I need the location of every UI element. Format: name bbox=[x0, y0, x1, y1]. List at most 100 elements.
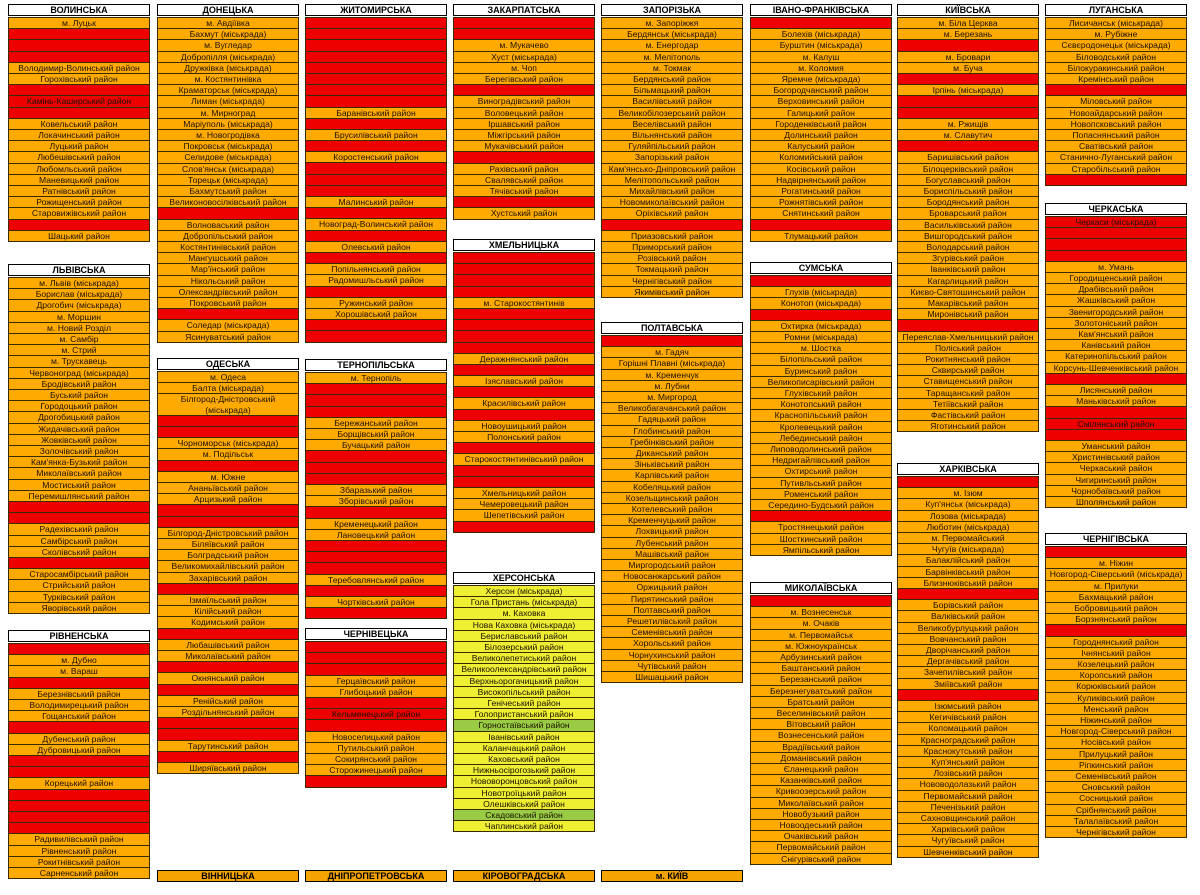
district-row: Мукачівський район bbox=[453, 141, 595, 153]
region-title: ЛУГАНСЬКА bbox=[1045, 4, 1187, 16]
district-row: Чернігівський район bbox=[1045, 827, 1187, 839]
district-row: Путивльський район bbox=[750, 477, 892, 489]
district-row: Харківський район bbox=[897, 824, 1039, 836]
district-row: Білопільський район bbox=[750, 354, 892, 366]
district-row bbox=[453, 308, 595, 321]
district-row: Радомишльський район bbox=[305, 275, 447, 287]
district-row: Біловодський район bbox=[1045, 51, 1187, 63]
district-row: Верхньорогачицький район bbox=[453, 675, 595, 687]
region-panel: ХМЕЛЬНИЦЬКА м. Старокостянтинів Деражнянсь… bbox=[453, 239, 595, 533]
district-row bbox=[453, 152, 595, 164]
district-row: Макарівський район bbox=[897, 298, 1039, 310]
district-row: Міжгірський район bbox=[453, 129, 595, 142]
district-row bbox=[750, 219, 892, 231]
district-row: Первомайський район bbox=[750, 842, 892, 854]
district-row: Казанківський район bbox=[750, 775, 892, 787]
district-row: Новоайдарський район bbox=[1045, 107, 1187, 119]
district-row: Ромни (міськрада) bbox=[750, 331, 892, 344]
district-row: Великобурлуцький район bbox=[897, 622, 1039, 634]
district-row: Запорізький район bbox=[601, 152, 743, 164]
district-row: Рахівський район bbox=[453, 163, 595, 175]
district-row bbox=[305, 462, 447, 474]
district-row: м. Южне bbox=[157, 471, 299, 483]
district-row: Згурівський район bbox=[897, 253, 1039, 265]
district-row: Дубенський район bbox=[8, 733, 150, 745]
district-row: Приморський район bbox=[601, 242, 743, 254]
region-title: ХАРКІВСЬКА bbox=[897, 463, 1039, 475]
district-row: Високопільський район bbox=[453, 686, 595, 699]
district-row: Таращанський район bbox=[897, 387, 1039, 399]
district-row: Брусилівський район bbox=[305, 129, 447, 142]
district-row: Чутівський район bbox=[601, 660, 743, 673]
district-row: Красилівський район bbox=[453, 398, 595, 410]
district-row: Тячівський район bbox=[453, 185, 595, 198]
district-row: Білозерський район bbox=[453, 642, 595, 654]
district-row: Олевський район bbox=[305, 241, 447, 254]
district-row bbox=[157, 460, 299, 472]
district-row: Ріпкинський район bbox=[1045, 759, 1187, 772]
district-row bbox=[305, 73, 447, 86]
district-row: Білокуракинський район bbox=[1045, 62, 1187, 75]
district-row: Глухів (міськрада) bbox=[750, 287, 892, 299]
district-row bbox=[305, 40, 447, 52]
district-row: м. Лубни bbox=[601, 380, 743, 392]
district-row: Кремінський район bbox=[1045, 74, 1187, 86]
district-row bbox=[305, 563, 447, 575]
district-row bbox=[750, 309, 892, 321]
district-row: Путильський район bbox=[305, 742, 447, 754]
district-row: Гощанський район bbox=[8, 711, 150, 723]
district-row bbox=[453, 387, 595, 399]
district-row: Снятинський район bbox=[750, 208, 892, 220]
district-row: Бериславський район bbox=[453, 630, 595, 643]
district-row: Радехівський район bbox=[8, 524, 150, 536]
district-row: Тлумацький район bbox=[750, 230, 892, 243]
district-row: Баштанський район bbox=[750, 663, 892, 675]
district-row: Козелецький район bbox=[1045, 659, 1187, 671]
district-row: Роздільнянський район bbox=[157, 706, 299, 719]
district-row bbox=[897, 476, 1039, 489]
district-row: м. Умань bbox=[1045, 261, 1187, 273]
district-row: Семенівський район bbox=[1045, 771, 1187, 783]
district-row: Рожнятівський район bbox=[750, 197, 892, 209]
district-row: Каховський район bbox=[453, 754, 595, 766]
district-row: Бердянський район bbox=[601, 74, 743, 86]
district-row: Нововоронцовський район bbox=[453, 776, 595, 788]
district-row: Чортківський район bbox=[305, 596, 447, 609]
district-row: Зміївський район bbox=[897, 678, 1039, 690]
district-row: Ізмаїльський район bbox=[157, 594, 299, 607]
district-row bbox=[8, 29, 150, 41]
district-row: Оржицький район bbox=[601, 582, 743, 594]
district-row: Білгород-Дністровський район bbox=[157, 527, 299, 539]
district-row: Біляївський район bbox=[157, 538, 299, 551]
district-row: Кілійський район bbox=[157, 606, 299, 618]
district-row bbox=[157, 583, 299, 595]
district-row: Богуславський район bbox=[897, 174, 1039, 186]
district-row bbox=[305, 286, 447, 298]
district-row: Мостиський район bbox=[8, 479, 150, 491]
district-row: Лубенський район bbox=[601, 537, 743, 549]
district-row: Великолепетиський район bbox=[453, 653, 595, 665]
district-row: Галицький район bbox=[750, 107, 892, 119]
district-row: Володарський район bbox=[897, 241, 1039, 254]
region-title: ДНІПРОПЕТРОВСЬКА bbox=[305, 870, 447, 882]
district-row: Семенівський район bbox=[601, 627, 743, 639]
district-row: Приазовський район bbox=[601, 230, 743, 243]
region-panel: ТЕРНОПІЛЬСЬКА м. Тернопіль Бережанський ра… bbox=[305, 359, 447, 620]
district-row: Новоселицький район bbox=[305, 731, 447, 743]
district-row bbox=[305, 230, 447, 242]
district-row: Носівський район bbox=[1045, 737, 1187, 749]
district-row: м. Ніжин bbox=[1045, 558, 1187, 570]
district-row bbox=[305, 585, 447, 597]
district-row: Лебединський район bbox=[750, 432, 892, 445]
district-row: Голопристанський район bbox=[453, 709, 595, 721]
district-row: Броварський район bbox=[897, 208, 1039, 220]
district-row: Лиман (міськрада) bbox=[157, 96, 299, 108]
district-row: Більмацький район bbox=[601, 85, 743, 97]
district-row: м. Енергодар bbox=[601, 40, 743, 52]
district-row: Бердянськ (міськрада) bbox=[601, 29, 743, 41]
district-row bbox=[305, 776, 447, 788]
district-row: Дубровицький район bbox=[8, 744, 150, 756]
district-row: Конотопський район bbox=[750, 399, 892, 411]
district-row bbox=[453, 320, 595, 332]
